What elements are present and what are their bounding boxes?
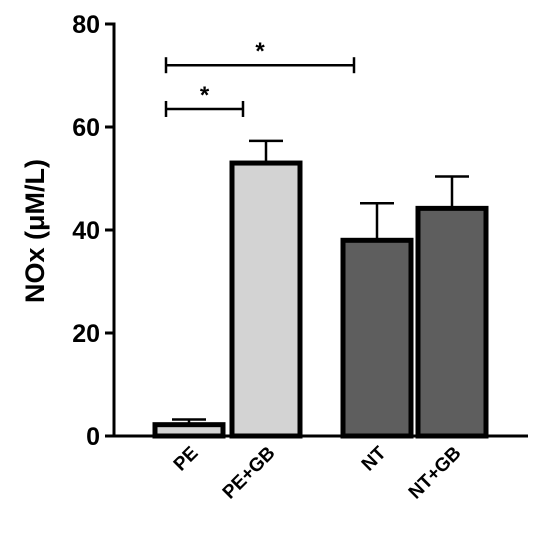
- x-tick-label: NT+GB: [405, 443, 466, 504]
- bar: [415, 205, 489, 439]
- bar: [229, 160, 303, 439]
- bars: [152, 160, 489, 439]
- x-tick-label: PE: [170, 443, 203, 476]
- x-tick-labels: PE PE+GB NT NT+GB: [170, 442, 466, 503]
- bar: [152, 422, 226, 439]
- significance-brackets: **: [164, 38, 356, 117]
- y-ticks: 0 20 40 60 80: [72, 11, 114, 451]
- y-tick-label: 40: [72, 217, 100, 245]
- x-tick-label: NT: [358, 442, 391, 475]
- significance-label: *: [200, 82, 210, 109]
- y-tick-label: 0: [86, 423, 100, 451]
- significance-label: *: [255, 38, 265, 65]
- y-axis-label: NOx (μM/L): [20, 159, 50, 303]
- bar: [340, 237, 414, 439]
- y-tick-label: 20: [72, 320, 100, 348]
- y-tick-label: 60: [72, 114, 100, 142]
- error-bars: [172, 139, 469, 425]
- x-tick-label: PE+GB: [219, 443, 280, 504]
- y-tick-label: 80: [72, 11, 100, 39]
